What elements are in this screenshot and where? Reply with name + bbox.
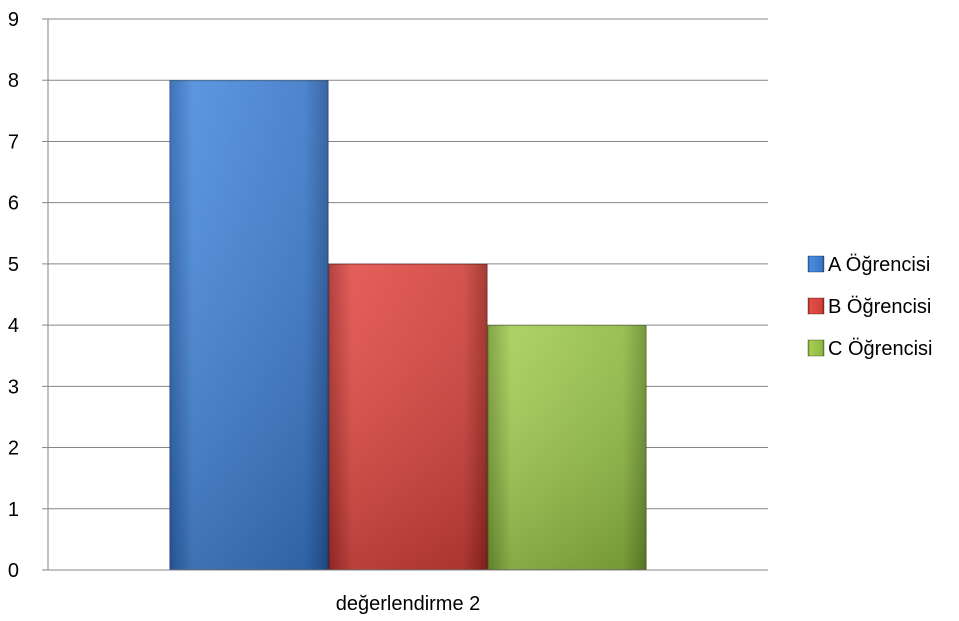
y-tick-label: 4	[8, 315, 19, 337]
y-tick-label: 0	[8, 560, 19, 582]
y-tick-label: 2	[8, 438, 19, 460]
legend-swatch	[807, 297, 825, 315]
y-tick-label: 1	[8, 499, 19, 521]
legend-entry-1: A Öğrencisi	[807, 254, 930, 276]
bar-shade	[328, 263, 488, 570]
y-axis: 0 1 2 3 4 5 6 7 8 9	[8, 9, 49, 582]
bar-shade	[169, 80, 329, 570]
bar-3	[487, 325, 647, 570]
bars	[169, 80, 647, 570]
legend-swatch	[807, 339, 825, 357]
legend-entry-3: C Öğrencisi	[807, 338, 932, 360]
x-axis: değerlendirme 2	[48, 569, 768, 615]
bar-1	[169, 80, 329, 570]
x-tick-label: değerlendirme 2	[336, 593, 481, 615]
legend-entry-2: B Öğrencisi	[807, 296, 931, 318]
y-tick-label: 8	[8, 70, 19, 92]
legend-label: B Öğrencisi	[828, 296, 931, 318]
y-tick-label: 7	[8, 131, 19, 153]
y-tick-label: 6	[8, 193, 19, 215]
y-tick-label: 9	[8, 9, 19, 31]
legend: A Öğrencisi B Öğrencisi C Öğrencisi	[807, 254, 932, 360]
y-tick-label: 3	[8, 376, 19, 398]
legend-label: C Öğrencisi	[828, 338, 932, 360]
bar-shade	[487, 325, 647, 570]
bar-2	[328, 263, 488, 570]
legend-label: A Öğrencisi	[828, 254, 930, 276]
legend-swatch	[807, 255, 825, 273]
y-tick-label: 5	[8, 254, 19, 276]
